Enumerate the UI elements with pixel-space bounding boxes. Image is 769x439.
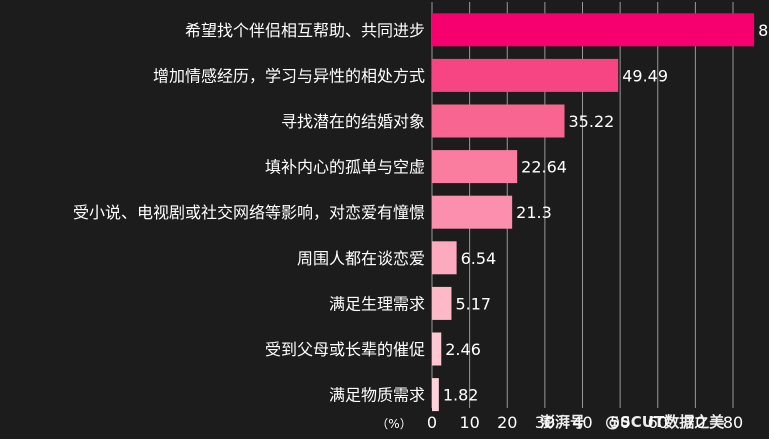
x-tick-label: 20 [497,413,517,432]
category-label: 满足物质需求 [329,386,425,405]
value-label: 49.49 [622,66,668,85]
x-tick-label: 60 [648,413,668,432]
category-label: 填补内心的孤单与空虚 [265,158,425,177]
x-tick-label: 10 [459,413,479,432]
category-label: 希望找个伴侣相互帮助、共同进步 [185,21,425,40]
bar [432,13,755,47]
watermark-brand: 澎湃号 [540,413,585,431]
value-label: 35.22 [569,112,615,131]
value-label: 5.17 [455,294,491,313]
bar [432,378,439,412]
x-tick-label: 30 [535,413,555,432]
label-layer: 希望找个伴侣相互帮助、共同进步 85.62 增加情感经历，学习与异性的相处方式 49.… [73,21,769,405]
value-label: 21.3 [516,203,552,222]
bar [432,104,565,138]
value-label: 85.62 [758,21,769,40]
bar [432,195,513,229]
bar [432,58,619,92]
bar [432,332,442,366]
x-tick-label: 70 [685,413,705,432]
category-label: 周围人都在谈恋爱 [297,249,425,268]
watermark-text: @SCUT数据之美 [605,413,725,431]
bar [432,241,457,275]
x-tick-label: 40 [572,413,592,432]
category-label: 受小说、电视剧或社交网络等影响，对恋爱有憧憬 [73,203,425,222]
category-label: 受到父母或长辈的催促 [265,340,425,359]
value-label: 2.46 [445,340,481,359]
unit-label: （%） [376,417,411,431]
category-label: 寻找潜在的结婚对象 [281,112,425,131]
bar-layer [432,13,755,412]
x-tick-label: 0 [427,413,437,432]
x-axis: （%） 0 10 20 30 40 50 60 70 80 [376,413,743,432]
x-tick-label: 80 [723,413,743,432]
value-label: 1.82 [443,386,479,405]
x-tick-label: 50 [610,413,630,432]
value-label: 6.54 [461,249,497,268]
category-label: 增加情感经历，学习与异性的相处方式 [153,66,425,85]
bar [432,150,518,184]
category-label: 满足生理需求 [329,294,425,313]
watermark: 澎湃号 @SCUT数据之美 [540,413,725,431]
value-label: 22.64 [521,158,567,177]
bar [432,286,452,320]
